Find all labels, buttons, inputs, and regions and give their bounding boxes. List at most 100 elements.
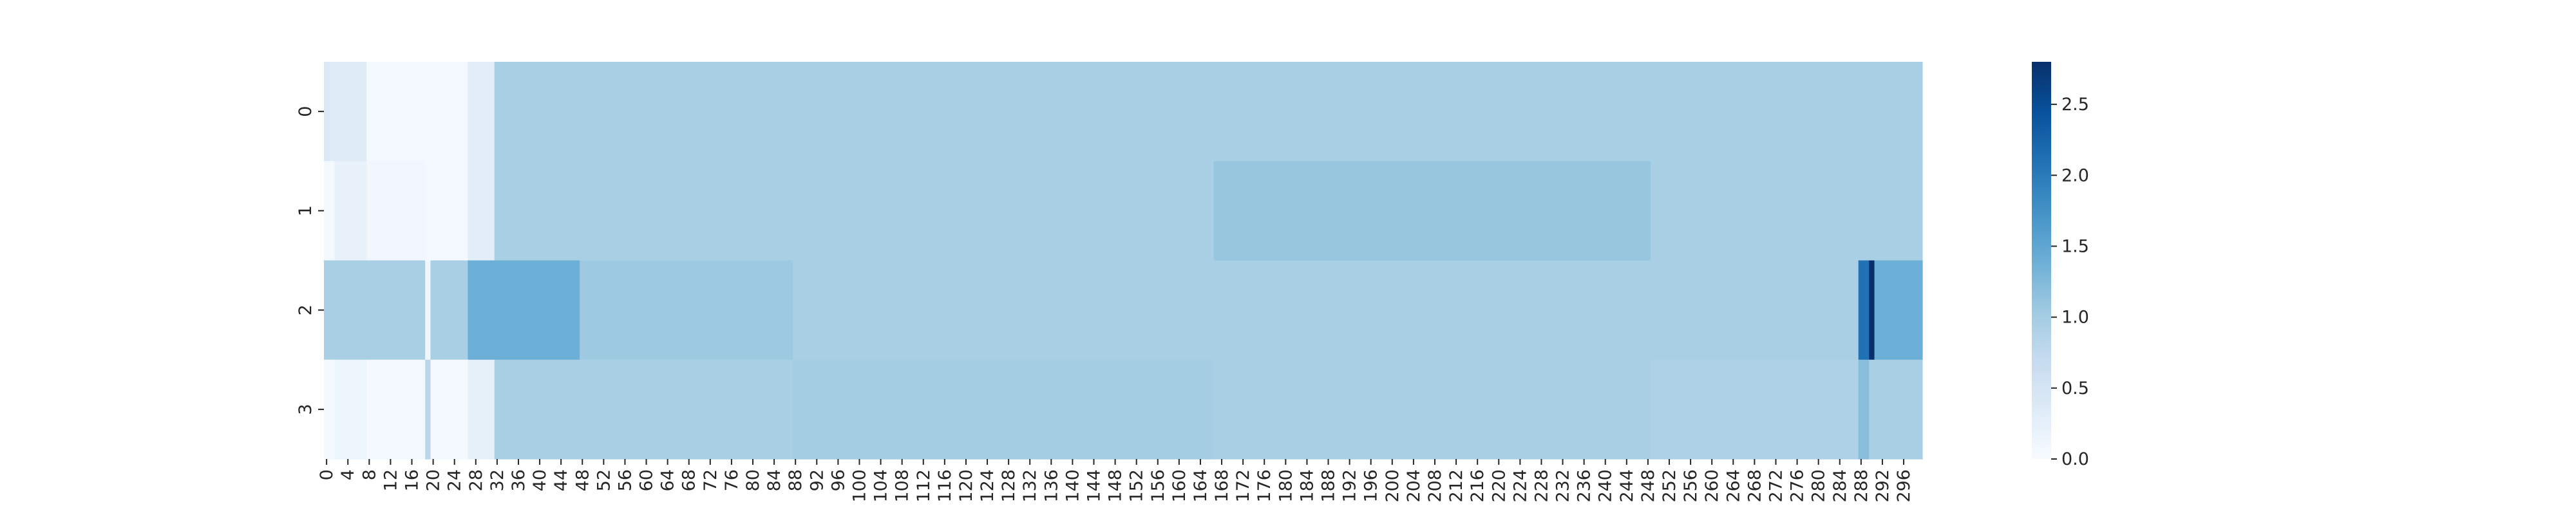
x-tick-label: 56 — [615, 469, 635, 491]
x-tick-label: 248 — [1638, 469, 1658, 503]
x-tick-label: 48 — [573, 469, 592, 491]
x-tick-label: 132 — [1020, 469, 1040, 503]
x-tick-label: 252 — [1660, 469, 1680, 503]
heatmap-cell-row-3-seg-7 — [494, 359, 793, 460]
x-tick-label: 244 — [1617, 469, 1637, 503]
colorbar-tick-label: 0.0 — [2061, 449, 2089, 469]
x-tick-label: 228 — [1531, 469, 1551, 503]
x-tick-label: 8 — [359, 469, 379, 480]
x-tick-label: 112 — [914, 469, 934, 503]
x-tick-label: 36 — [509, 469, 529, 491]
colorbar-tick-label: 2.5 — [2061, 95, 2089, 115]
x-tick-label: 100 — [849, 469, 869, 503]
x-tick-label: 216 — [1468, 469, 1488, 503]
heatmap-cell-row-3-seg-2 — [366, 359, 426, 460]
x-tick-label: 288 — [1852, 469, 1871, 503]
x-tick-label: 272 — [1766, 469, 1786, 503]
x-tick-label: 124 — [978, 469, 998, 503]
x-tick-label: 168 — [1212, 469, 1232, 503]
x-tick-label: 12 — [381, 469, 401, 491]
colorbar-ticks: 0.0 0.5 1.0 1.5 2.0 2.5 — [2051, 95, 2089, 469]
y-tick-label: 0 — [296, 106, 316, 117]
x-tick-label: 68 — [679, 469, 699, 491]
x-tick-label: 120 — [956, 469, 976, 503]
x-tick-label: 64 — [658, 469, 678, 491]
x-tick-label: 208 — [1425, 469, 1445, 503]
heatmap-cell-row-0-seg-4 — [468, 62, 495, 162]
x-tick-label: 188 — [1319, 469, 1339, 503]
heatmap-cell-row-2-seg-0 — [324, 260, 426, 360]
heatmap-cell-row-0-seg-3 — [366, 62, 468, 162]
x-tick-label: 88 — [786, 469, 806, 491]
x-tick-label: 176 — [1255, 469, 1274, 503]
y-tick-label: 1 — [296, 205, 316, 216]
heatmap-cell-row-3-seg-8 — [793, 359, 1215, 460]
x-tick-label: 264 — [1723, 469, 1743, 503]
x-tick-label: 232 — [1553, 469, 1573, 503]
heatmap-cell-row-1-seg-0 — [324, 161, 336, 261]
y-axis-ticks: 0 1 2 3 — [296, 106, 324, 415]
heatmap-cell-row-3-seg-5 — [435, 359, 468, 460]
heatmap-cell-row-0-seg-0 — [324, 62, 330, 162]
heatmap-cell-row-3-seg-1 — [334, 359, 367, 460]
heatmap-cell-row-1-seg-2 — [366, 161, 426, 261]
heatmap-cell-row-1-seg-5 — [494, 161, 1215, 261]
x-tick-label: 212 — [1446, 469, 1466, 503]
heatmap-cell-row-1-seg-6 — [1213, 161, 1651, 261]
x-tick-label: 104 — [871, 469, 891, 503]
x-tick-label: 108 — [893, 469, 913, 503]
heatmap-cell-row-1-seg-4 — [468, 161, 495, 261]
x-tick-label: 192 — [1340, 469, 1360, 503]
heatmap-cell-row-3-seg-4 — [430, 359, 437, 460]
heatmap-cell-row-0-seg-2 — [334, 62, 367, 162]
heatmap-cell-row-0-seg-5 — [494, 62, 1923, 162]
x-tick-label: 236 — [1575, 469, 1595, 503]
x-tick-label: 276 — [1788, 469, 1808, 503]
x-tick-label: 292 — [1873, 469, 1893, 503]
heatmap-cell-row-3-seg-10 — [1651, 359, 1859, 460]
x-tick-label: 16 — [402, 469, 422, 491]
x-tick-label: 20 — [424, 469, 444, 491]
x-tick-label: 156 — [1148, 469, 1168, 503]
x-tick-label: 220 — [1489, 469, 1509, 503]
x-tick-label: 164 — [1191, 469, 1211, 503]
colorbar-tick-label: 1.0 — [2061, 308, 2089, 328]
x-tick-label: 116 — [935, 469, 955, 503]
x-tick-label: 224 — [1510, 469, 1530, 503]
x-tick-label: 60 — [637, 469, 657, 491]
x-tick-label: 152 — [1127, 469, 1147, 503]
heatmap-cell-row-0-seg-1 — [329, 62, 336, 162]
y-tick-label: 3 — [296, 404, 316, 415]
y-tick-label: 2 — [296, 304, 316, 315]
heatmap-cell-row-2-seg-6 — [1858, 260, 1870, 360]
x-tick-label: 28 — [466, 469, 486, 491]
x-tick-label: 280 — [1809, 469, 1829, 503]
colorbar-tick-label: 2.0 — [2061, 165, 2089, 185]
heatmap-cell-row-2-seg-8 — [1874, 260, 1923, 360]
x-tick-label: 240 — [1596, 469, 1616, 503]
x-tick-label: 160 — [1170, 469, 1189, 503]
x-tick-label: 40 — [530, 469, 550, 491]
x-tick-label: 72 — [701, 469, 721, 491]
x-tick-label: 284 — [1830, 469, 1850, 503]
heatmap-cell-row-1-seg-1 — [334, 161, 367, 261]
x-tick-label: 260 — [1702, 469, 1722, 503]
x-tick-label: 196 — [1361, 469, 1381, 503]
colorbar-tick-label: 1.5 — [2061, 236, 2089, 256]
x-tick-label: 184 — [1297, 469, 1317, 503]
heatmap-cell-row-2-seg-1 — [425, 260, 431, 360]
x-tick-label: 24 — [445, 469, 465, 491]
heatmap-cell-row-3-seg-11 — [1858, 359, 1870, 460]
heatmap-cell-row-3-seg-6 — [468, 359, 495, 460]
heatmap-cell-row-3-seg-3 — [425, 359, 431, 460]
x-axis-ticks: 0 4 8 12 16 20 24 28 32 36 40 44 48 52 56 60 64 68 72 76 80 8… — [317, 459, 1914, 503]
heatmap-cell-row-2-seg-5 — [793, 260, 1859, 360]
x-tick-label: 144 — [1084, 469, 1104, 503]
heatmap-cell-row-3-seg-12 — [1869, 359, 1923, 460]
colorbar-tick-label: 0.5 — [2061, 379, 2089, 398]
x-tick-label: 148 — [1106, 469, 1126, 503]
x-tick-label: 128 — [999, 469, 1019, 503]
heatmap-cell-row-2-seg-3 — [468, 260, 580, 360]
x-tick-label: 52 — [594, 469, 614, 491]
